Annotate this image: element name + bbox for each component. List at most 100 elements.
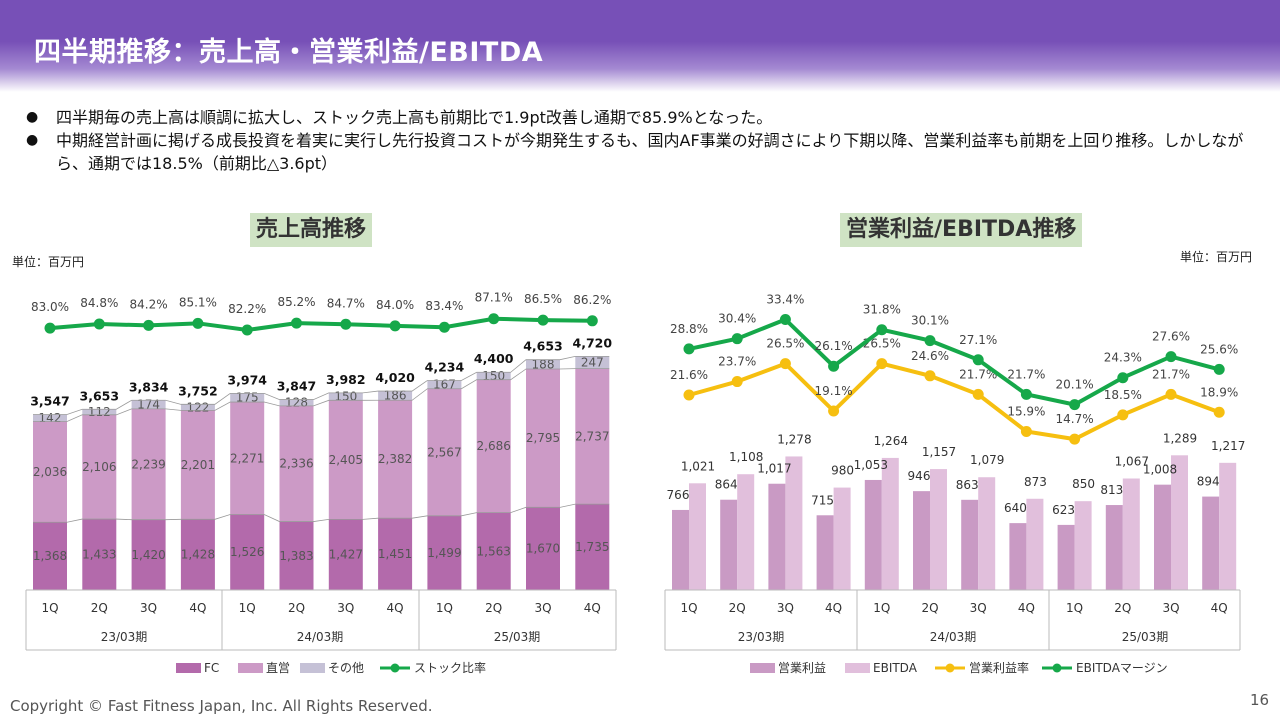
bullet-item: ● 中期経営計画に掲げる成長投資を着実に実行し先行投資コストが今期発生するも、国… — [26, 129, 1266, 175]
op-margin-point — [1117, 409, 1129, 421]
sales-bar-other — [33, 414, 67, 422]
sales-segment-label: 1,499 — [427, 546, 461, 560]
sales-segment-label: 1,526 — [230, 545, 264, 559]
sales-total-label: 4,720 — [573, 335, 613, 350]
ebitda-margin-point — [1020, 388, 1032, 400]
op-profit-label: 813 — [1100, 483, 1123, 497]
ebitda-label: 1,217 — [1211, 439, 1245, 453]
sales-segment-label: 174 — [137, 398, 160, 412]
page-number: 16 — [1250, 691, 1270, 709]
sales-total-label: 3,752 — [178, 383, 218, 398]
ebitda-bar — [881, 457, 899, 590]
stock-ratio-point — [93, 318, 105, 330]
op-margin-label: 21.7% — [959, 367, 997, 381]
sales-bar-other — [476, 372, 511, 380]
sales-tick-label: 1Q — [436, 601, 453, 615]
sales-bar-fc — [328, 519, 363, 590]
op-profit-label: 863 — [956, 478, 979, 492]
ebitda-bar — [1026, 498, 1044, 590]
profit-tick-label: 1Q — [873, 601, 890, 615]
stock-ratio-label: 84.0% — [376, 298, 414, 312]
sales-total-label: 4,234 — [425, 359, 465, 374]
stock-ratio-line — [49, 316, 593, 333]
sales-segment-label: 2,382 — [378, 452, 412, 466]
sales-bar-direct — [328, 400, 363, 520]
sales-tick-label: 1Q — [41, 601, 58, 615]
ebitda-bar — [978, 477, 996, 590]
ebitda-label: 873 — [1024, 475, 1047, 489]
sales-segment-label: 2,336 — [279, 457, 313, 471]
op-margin-label: 15.9% — [1007, 404, 1045, 418]
sales-total-label: 3,974 — [227, 372, 267, 387]
ebitda-margin-label: 30.1% — [911, 314, 949, 328]
op-profit-label: 1,017 — [757, 462, 791, 476]
stock-ratio-label: 85.2% — [277, 295, 315, 309]
sales-bar-direct — [230, 402, 265, 515]
profit-tick-label: 4Q — [825, 601, 842, 615]
op-margin-point — [924, 370, 936, 382]
sales-bar-fc — [476, 512, 511, 590]
sales-chart-title: 売上高推移 — [250, 213, 373, 247]
sales-bar-direct — [526, 368, 560, 508]
sales-segment-label: 188 — [532, 357, 555, 371]
sales-bar-fc — [82, 519, 117, 590]
bullet-dot-icon: ● — [26, 132, 39, 148]
ebitda-margin-label: 21.7% — [1007, 367, 1045, 381]
ebitda-margin-label: 33.4% — [766, 292, 804, 306]
sales-bar-fc — [131, 519, 166, 590]
stock-ratio-point — [438, 321, 450, 333]
stock-ratio-point — [143, 319, 155, 331]
ebitda-margin-point — [924, 335, 936, 347]
sales-bar-direct — [427, 388, 462, 516]
op-margin-label: 14.7% — [1056, 412, 1094, 426]
sales-segment-label: 1,451 — [378, 547, 412, 561]
sales-segment-label: 150 — [482, 369, 505, 383]
sales-segment-label: 2,106 — [82, 460, 116, 474]
ebitda-bar — [930, 469, 947, 590]
ebitda-margin-point — [876, 324, 888, 336]
ebitda-margin-line — [688, 317, 1220, 407]
sales-legend-swatch — [300, 663, 325, 673]
sales-bar-other — [328, 392, 363, 401]
sales-bar-direct — [180, 410, 215, 520]
sales-bar-other — [82, 409, 117, 415]
stock-ratio-point — [389, 320, 401, 332]
sales-tick-label: 4Q — [584, 601, 601, 615]
sales-segment-label: 1,433 — [82, 548, 116, 562]
sales-segment-label: 150 — [334, 390, 357, 404]
sales-segment-label: 142 — [39, 411, 62, 425]
sales-total-label: 3,982 — [326, 372, 366, 387]
sales-bar-other — [180, 404, 215, 411]
copyright: Copyright © Fast Fitness Japan, Inc. All… — [10, 697, 433, 715]
sales-tick-label: 2Q — [91, 601, 108, 615]
bullet-text: 中期経営計画に掲げる成長投資を着実に実行し先行投資コストが今期発生するも、国内A… — [56, 131, 1244, 173]
sales-segment-label: 2,271 — [230, 451, 264, 465]
sales-bar-direct — [476, 379, 511, 513]
sales-segment-label: 247 — [581, 356, 604, 370]
sales-legend-swatch — [176, 663, 201, 673]
op-profit-bar — [1057, 524, 1075, 590]
op-margin-label: 23.7% — [718, 355, 756, 369]
sales-bar-other — [230, 393, 265, 403]
sales-bar-fc — [526, 507, 560, 590]
ebitda-label: 1,079 — [970, 453, 1004, 467]
sales-bar-other — [131, 400, 166, 409]
sales-bar-other — [575, 356, 610, 369]
summary-bullets: ● 四半期毎の売上高は順調に拡大し、ストック売上高も前期比で1.9pt改善し通期… — [26, 106, 1266, 175]
ebitda-bar — [1171, 455, 1188, 590]
profit-legend-label: EBITDA — [873, 661, 918, 675]
sales-total-label: 4,020 — [375, 370, 415, 385]
slide-title: 四半期推移：売上高・営業利益/EBITDA — [34, 37, 544, 68]
sales-total-label: 4,400 — [474, 351, 514, 366]
ebitda-margin-label: 24.3% — [1104, 351, 1142, 365]
op-margin-point — [1165, 388, 1177, 400]
bullet-dot-icon: ● — [26, 109, 39, 125]
op-margin-point — [876, 358, 888, 370]
sales-bar-fc — [33, 522, 67, 590]
ebitda-bar — [737, 474, 755, 590]
sales-tick-label: 2Q — [288, 601, 305, 615]
op-margin-point — [1069, 433, 1081, 445]
sales-legend-marker — [390, 663, 400, 673]
ebitda-bar — [785, 456, 803, 590]
op-margin-label: 18.9% — [1200, 385, 1238, 399]
